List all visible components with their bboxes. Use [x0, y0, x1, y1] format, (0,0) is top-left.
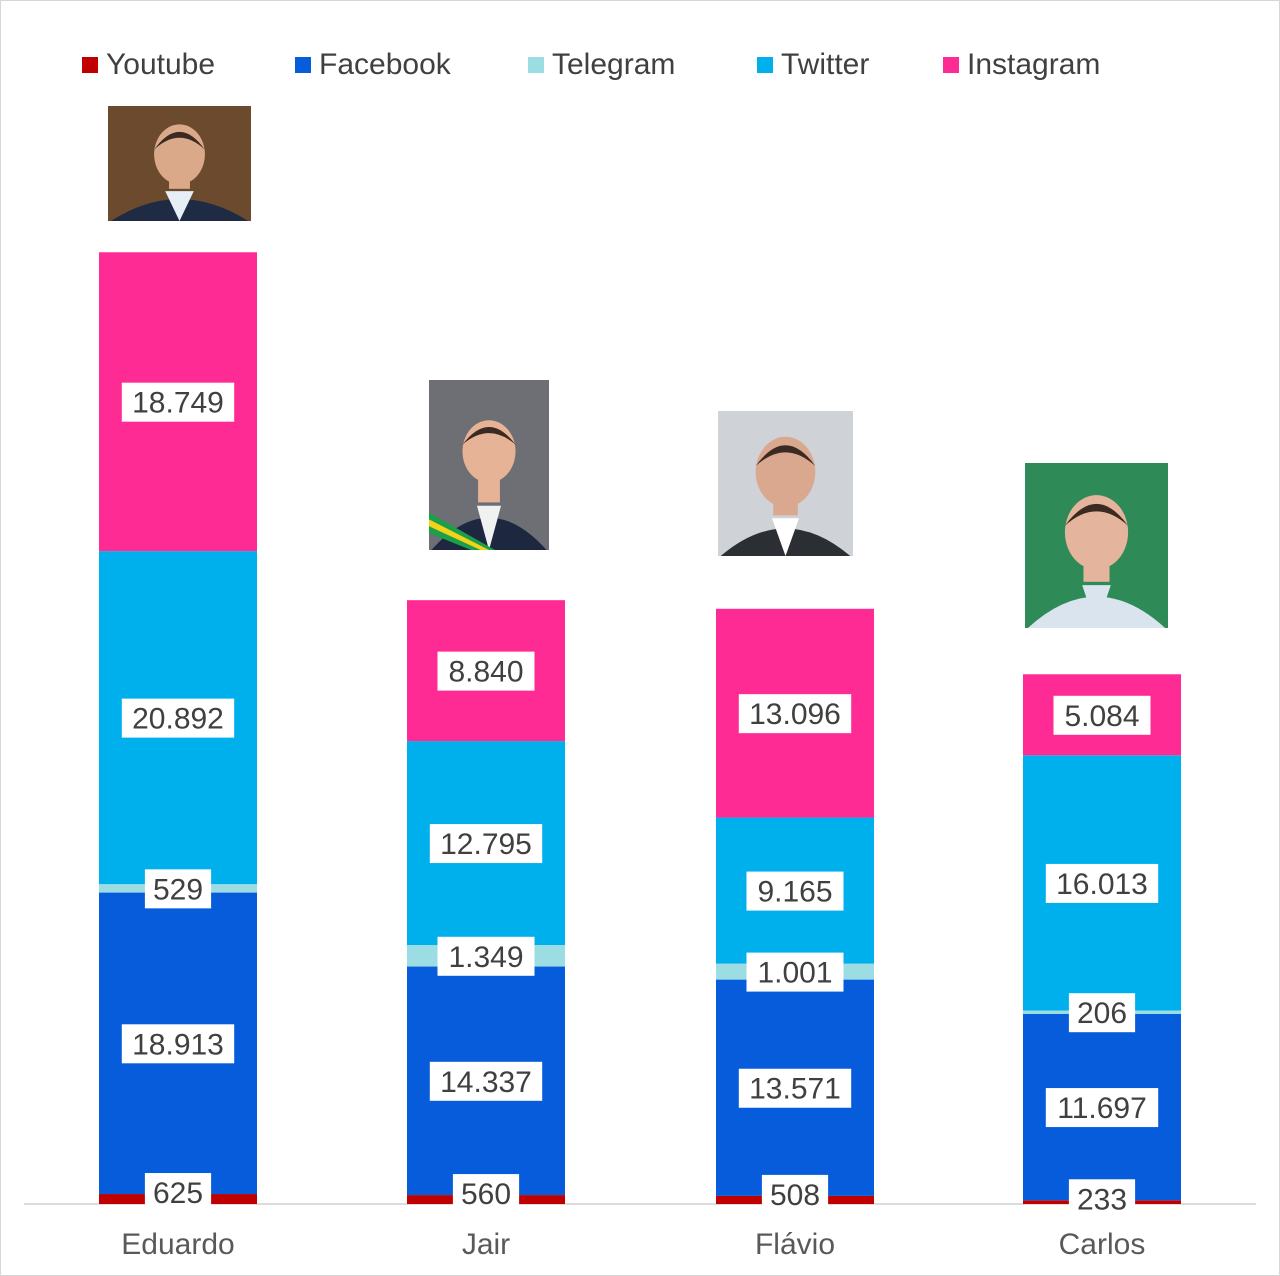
legend-item-youtube: Youtube — [82, 48, 295, 82]
data-label-telegram-1: 1.349 — [448, 941, 523, 974]
data-label-instagram-1: 8.840 — [448, 656, 523, 689]
photo-eduardo — [108, 106, 251, 221]
data-label-facebook-0: 18.913 — [132, 1028, 224, 1061]
data-label-bg-youtube-3 — [1068, 1179, 1136, 1219]
data-label-bg-youtube-2 — [761, 1174, 829, 1214]
legend-swatch-facebook — [295, 57, 311, 73]
data-label-bg-facebook-2 — [738, 1068, 852, 1108]
data-label-bg-telegram-2 — [746, 952, 844, 992]
data-label-telegram-2: 1.001 — [757, 957, 832, 990]
category-label-3: Carlos — [1059, 1228, 1146, 1261]
data-label-telegram-0: 529 — [153, 873, 203, 906]
person-portrait-icon — [1025, 463, 1168, 628]
category-label-0: Eduardo — [121, 1228, 234, 1261]
data-label-youtube-0: 625 — [153, 1177, 203, 1210]
data-label-instagram-0: 18.749 — [132, 387, 224, 420]
legend-swatch-youtube — [82, 57, 98, 73]
data-label-telegram-3: 206 — [1077, 997, 1127, 1030]
data-label-twitter-1: 12.795 — [440, 828, 532, 861]
data-label-bg-facebook-1 — [429, 1061, 543, 1101]
data-label-instagram-2: 13.096 — [749, 698, 841, 731]
person-portrait-icon — [108, 106, 251, 221]
data-label-bg-facebook-0 — [121, 1024, 235, 1064]
legend-item-twitter: Twitter — [757, 48, 943, 82]
data-label-instagram-3: 5.084 — [1064, 700, 1139, 733]
data-label-bg-telegram-1 — [437, 936, 535, 976]
legend-swatch-instagram — [943, 57, 959, 73]
photo-jair — [429, 380, 549, 550]
photo-flavio — [718, 411, 853, 556]
data-label-youtube-3: 233 — [1077, 1183, 1127, 1216]
data-label-bg-facebook-3 — [1045, 1088, 1159, 1128]
data-label-bg-instagram-2 — [738, 694, 852, 734]
category-label-1: Jair — [462, 1228, 510, 1261]
legend-swatch-twitter — [757, 57, 773, 73]
data-label-bg-instagram-0 — [121, 382, 235, 422]
data-label-twitter-0: 20.892 — [132, 703, 224, 736]
data-label-bg-youtube-0 — [144, 1173, 212, 1213]
data-label-bg-twitter-3 — [1045, 863, 1159, 903]
data-label-twitter-2: 9.165 — [757, 876, 832, 909]
legend-label-youtube: Youtube — [106, 48, 216, 81]
legend-item-facebook: Facebook — [295, 48, 528, 82]
data-label-bg-youtube-1 — [452, 1174, 520, 1214]
legend-label-facebook: Facebook — [319, 48, 451, 81]
category-label-2: Flávio — [755, 1228, 835, 1261]
person-portrait-icon — [429, 380, 549, 550]
data-label-bg-twitter-0 — [121, 698, 235, 738]
data-label-youtube-1: 560 — [461, 1178, 511, 1211]
data-label-facebook-3: 11.697 — [1057, 1092, 1147, 1125]
legend-swatch-telegram — [528, 57, 544, 73]
photo-carlos — [1025, 463, 1168, 628]
legend-label-instagram: Instagram — [967, 48, 1101, 81]
legend: Youtube Facebook Telegram Twitter Instag… — [82, 48, 1100, 82]
data-label-bg-twitter-1 — [429, 824, 543, 864]
data-label-twitter-3: 16.013 — [1056, 868, 1148, 901]
legend-label-telegram: Telegram — [552, 48, 676, 81]
data-label-bg-twitter-2 — [746, 871, 844, 911]
legend-item-telegram: Telegram — [528, 48, 757, 82]
person-portrait-icon — [718, 411, 853, 556]
legend-item-instagram: Instagram — [943, 48, 1100, 82]
data-label-bg-instagram-3 — [1053, 695, 1151, 735]
legend-label-twitter: Twitter — [781, 48, 870, 81]
data-label-bg-instagram-1 — [437, 651, 535, 691]
data-label-facebook-1: 14.337 — [440, 1066, 532, 1099]
data-label-facebook-2: 13.571 — [749, 1073, 841, 1106]
data-label-bg-telegram-0 — [144, 869, 212, 909]
data-label-youtube-2: 508 — [770, 1179, 820, 1212]
data-label-bg-telegram-3 — [1068, 993, 1136, 1033]
